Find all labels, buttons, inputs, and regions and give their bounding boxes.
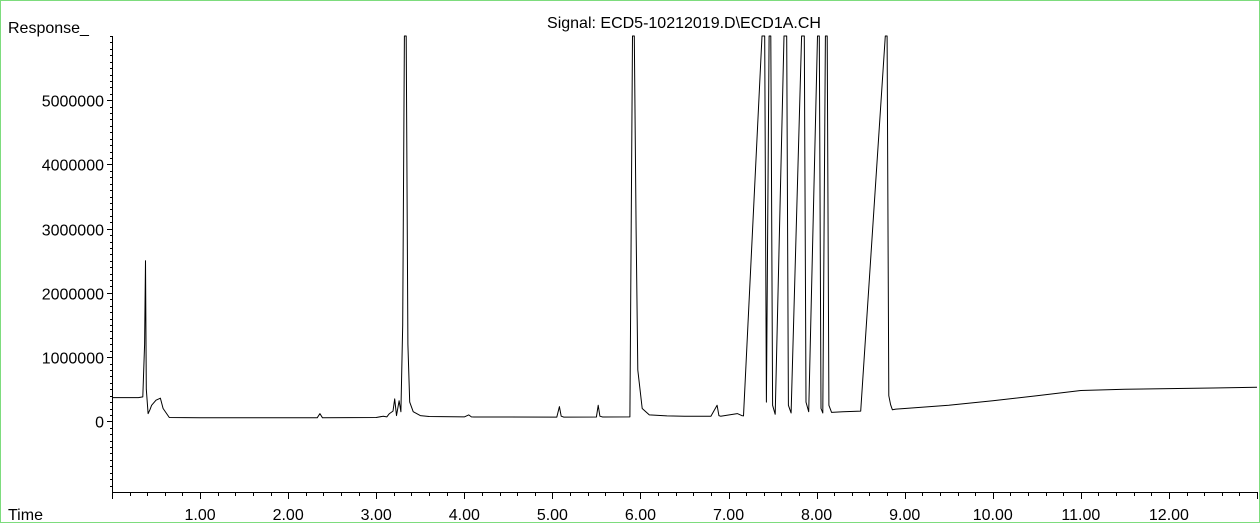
x-tick-label: 4.00 (449, 507, 480, 523)
y-tick-label: 1000000 (42, 351, 104, 368)
x-tick-label: 2.00 (273, 507, 304, 523)
y-tick-label: 2000000 (42, 287, 104, 304)
x-tick-label: 3.00 (361, 507, 392, 523)
x-tick-label: 1.00 (185, 507, 216, 523)
signal-trace (112, 35, 1258, 419)
y-axis-label: Response_ (8, 20, 90, 37)
y-ticks: 0 1000000 2000000 3000000 4000000 5000000 (42, 36, 112, 487)
y-tick-label: 5000000 (42, 94, 104, 111)
x-tick-label: 12.00 (1149, 507, 1189, 523)
x-tick-label: 10.00 (973, 507, 1013, 523)
x-tick-label: 6.00 (625, 507, 656, 523)
y-tick-label: 0 (95, 415, 104, 432)
x-tick-label: 8.00 (801, 507, 832, 523)
x-tick-label: 5.00 (537, 507, 568, 523)
x-ticks: 1.00 2.00 3.00 4.00 5.00 6.00 7.00 8.00 9.00 10.0… (112, 492, 1258, 523)
y-tick-label: 3000000 (42, 223, 104, 240)
x-tick-label: 9.00 (889, 507, 920, 523)
y-tick-label: 4000000 (42, 158, 104, 175)
x-tick-label: 11.00 (1061, 507, 1100, 523)
chart-title: Signal: ECD5-10212019.D\ECD1A.CH (547, 15, 821, 32)
x-tick-label: 7.00 (713, 507, 744, 523)
x-axis-label: Time (8, 507, 43, 523)
traces (112, 35, 1258, 419)
